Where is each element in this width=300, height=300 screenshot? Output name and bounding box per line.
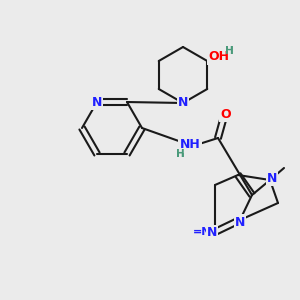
Text: N: N bbox=[178, 97, 188, 110]
Text: N: N bbox=[207, 226, 217, 239]
Text: N: N bbox=[235, 215, 245, 229]
Text: O: O bbox=[221, 107, 231, 121]
Text: OH: OH bbox=[209, 50, 230, 64]
Text: H: H bbox=[176, 149, 184, 159]
Text: N: N bbox=[92, 95, 102, 109]
Text: N: N bbox=[235, 215, 245, 229]
Text: N: N bbox=[178, 97, 188, 110]
Text: H: H bbox=[176, 149, 184, 159]
Text: O: O bbox=[221, 107, 231, 121]
Text: N: N bbox=[92, 95, 102, 109]
Text: =N: =N bbox=[193, 227, 211, 237]
Text: NH: NH bbox=[180, 139, 200, 152]
Text: NH: NH bbox=[180, 139, 200, 152]
Text: N: N bbox=[267, 172, 277, 184]
Text: H: H bbox=[225, 46, 234, 56]
Text: H: H bbox=[225, 46, 234, 56]
Text: OH: OH bbox=[209, 50, 230, 64]
Text: N: N bbox=[267, 172, 277, 184]
